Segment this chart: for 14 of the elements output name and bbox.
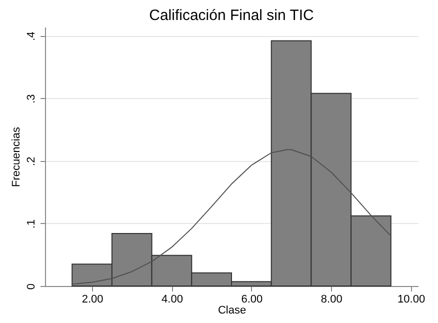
line-series bbox=[72, 149, 392, 285]
y-tick-label: .4 bbox=[26, 32, 38, 41]
x-tick-label: 8.00 bbox=[320, 294, 342, 306]
y-tick-label: .3 bbox=[26, 94, 38, 104]
y-tick-label: 0 bbox=[26, 283, 38, 290]
y-tick-label: .2 bbox=[26, 156, 38, 166]
x-tick-label: 4.00 bbox=[162, 294, 183, 306]
x-axis-title: Clase bbox=[218, 304, 246, 316]
chart-title: Calificación Final sin TIC bbox=[149, 7, 314, 24]
x-tick-label: 2.00 bbox=[82, 294, 104, 306]
x-tick-label: 6.00 bbox=[241, 294, 263, 306]
y-tick-label: .1 bbox=[26, 219, 38, 229]
x-tick-label: 10.00 bbox=[398, 294, 426, 306]
y-axis-title: Frecuencias bbox=[10, 126, 22, 187]
